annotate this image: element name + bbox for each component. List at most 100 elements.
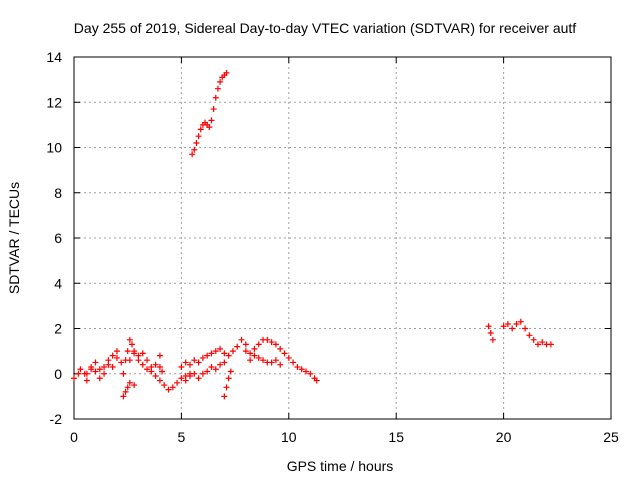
data-point-5-4 (169, 384, 176, 391)
data-point-12-3 (195, 133, 202, 140)
data-point-6-1 (159, 368, 166, 375)
series-mid-drop (221, 368, 234, 400)
data-point-7-15 (242, 341, 249, 348)
data-markers (71, 69, 554, 400)
data-point-2-11 (156, 352, 163, 359)
data-point-4-0 (126, 357, 133, 364)
y-axis-label: SDTVAR / TECUs (6, 182, 22, 294)
data-point-10-7 (272, 341, 279, 348)
x-tick-label-2: 10 (281, 429, 297, 445)
series-wave-1 (120, 336, 163, 377)
data-point-4-4 (144, 366, 151, 373)
data-point-14-0 (500, 323, 507, 330)
data-point-2-10 (152, 361, 159, 368)
data-point-7-14 (238, 336, 245, 343)
data-point-12-10 (210, 106, 217, 113)
data-point-11-7 (277, 361, 284, 368)
data-point-7-0 (178, 363, 185, 370)
data-point-14-4 (517, 318, 524, 325)
data-point-8-6 (208, 363, 215, 370)
series-late-low-b (247, 352, 284, 368)
data-point-5-6 (178, 375, 185, 382)
y-tick-label-4: 6 (54, 230, 62, 246)
data-point-1-7 (113, 354, 120, 361)
data-point-12-8 (206, 124, 213, 131)
data-point-0-6 (92, 359, 99, 366)
data-point-10-3 (255, 341, 262, 348)
data-point-6-0 (156, 363, 163, 370)
y-tick-label-2: 2 (54, 321, 62, 337)
data-point-7-5 (199, 354, 206, 361)
data-point-10-15 (307, 370, 314, 377)
series-trough (152, 370, 193, 393)
axis-ticks (73, 56, 612, 420)
data-point-13-2 (489, 336, 496, 343)
data-point-8-9 (221, 359, 228, 366)
data-point-7-11 (225, 352, 232, 359)
data-point-10-0 (242, 348, 249, 355)
data-point-4-3 (139, 361, 146, 368)
y-tick-label-8: 14 (46, 49, 62, 65)
data-point-8-5 (204, 368, 211, 375)
data-point-10-10 (285, 354, 292, 361)
data-point-12-16 (223, 69, 230, 76)
data-point-8-2 (191, 370, 198, 377)
data-point-10-17 (313, 377, 320, 384)
data-point-7-6 (204, 352, 211, 359)
data-point-11-0 (247, 357, 254, 364)
data-point-1-3 (96, 375, 103, 382)
data-point-14-7 (530, 336, 537, 343)
data-point-12-12 (214, 85, 221, 92)
data-point-8-3 (195, 375, 202, 382)
series-wave-2 (126, 348, 155, 375)
data-point-7-9 (217, 345, 224, 352)
series-mid-b (182, 359, 228, 384)
data-point-7-10 (221, 350, 228, 357)
data-point-7-1 (182, 359, 189, 366)
data-point-3-4 (131, 382, 138, 389)
data-point-1-6 (109, 363, 116, 370)
y-tick-label-6: 10 (46, 140, 62, 156)
data-point-5-1 (156, 377, 163, 384)
y-tick-label-5: 8 (54, 185, 62, 201)
data-point-4-5 (148, 368, 155, 375)
data-point-11-6 (272, 357, 279, 364)
data-point-10-9 (281, 350, 288, 357)
data-point-7-2 (186, 361, 193, 368)
data-point-10-12 (294, 363, 301, 370)
series-evening-a (485, 323, 496, 343)
data-point-0-10 (109, 352, 116, 359)
data-point-9-2 (225, 375, 232, 382)
data-point-14-8 (534, 341, 541, 348)
y-tick-label-1: 0 (54, 366, 62, 382)
data-point-9-0 (221, 393, 228, 400)
data-point-9-3 (227, 368, 234, 375)
data-point-2-7 (139, 350, 146, 357)
data-point-2-2 (124, 348, 131, 355)
data-point-12-2 (193, 139, 200, 146)
data-point-12-0 (189, 151, 196, 158)
y-tick-label-7: 12 (46, 94, 62, 110)
data-point-14-2 (509, 325, 516, 332)
data-point-4-2 (135, 352, 142, 359)
data-point-14-1 (504, 320, 511, 327)
series-evening-b (500, 318, 554, 348)
data-point-11-1 (251, 352, 258, 359)
data-point-1-4 (101, 363, 108, 370)
data-point-1-5 (105, 357, 112, 364)
data-point-0-4 (83, 377, 90, 384)
data-point-2-0 (120, 370, 127, 377)
data-point-5-2 (161, 382, 168, 389)
data-point-7-7 (208, 350, 215, 357)
x-tick-label-3: 15 (388, 429, 404, 445)
data-point-12-11 (212, 94, 219, 101)
data-point-7-4 (195, 359, 202, 366)
data-point-1-1 (88, 363, 95, 370)
data-point-3-2 (124, 384, 131, 391)
data-point-3-1 (122, 388, 129, 395)
data-point-10-14 (302, 368, 309, 375)
y-tick-label-3: 4 (54, 275, 62, 291)
x-tick-label-1: 5 (178, 429, 186, 445)
x-tick-label-4: 20 (496, 429, 512, 445)
data-point-12-1 (191, 146, 198, 153)
